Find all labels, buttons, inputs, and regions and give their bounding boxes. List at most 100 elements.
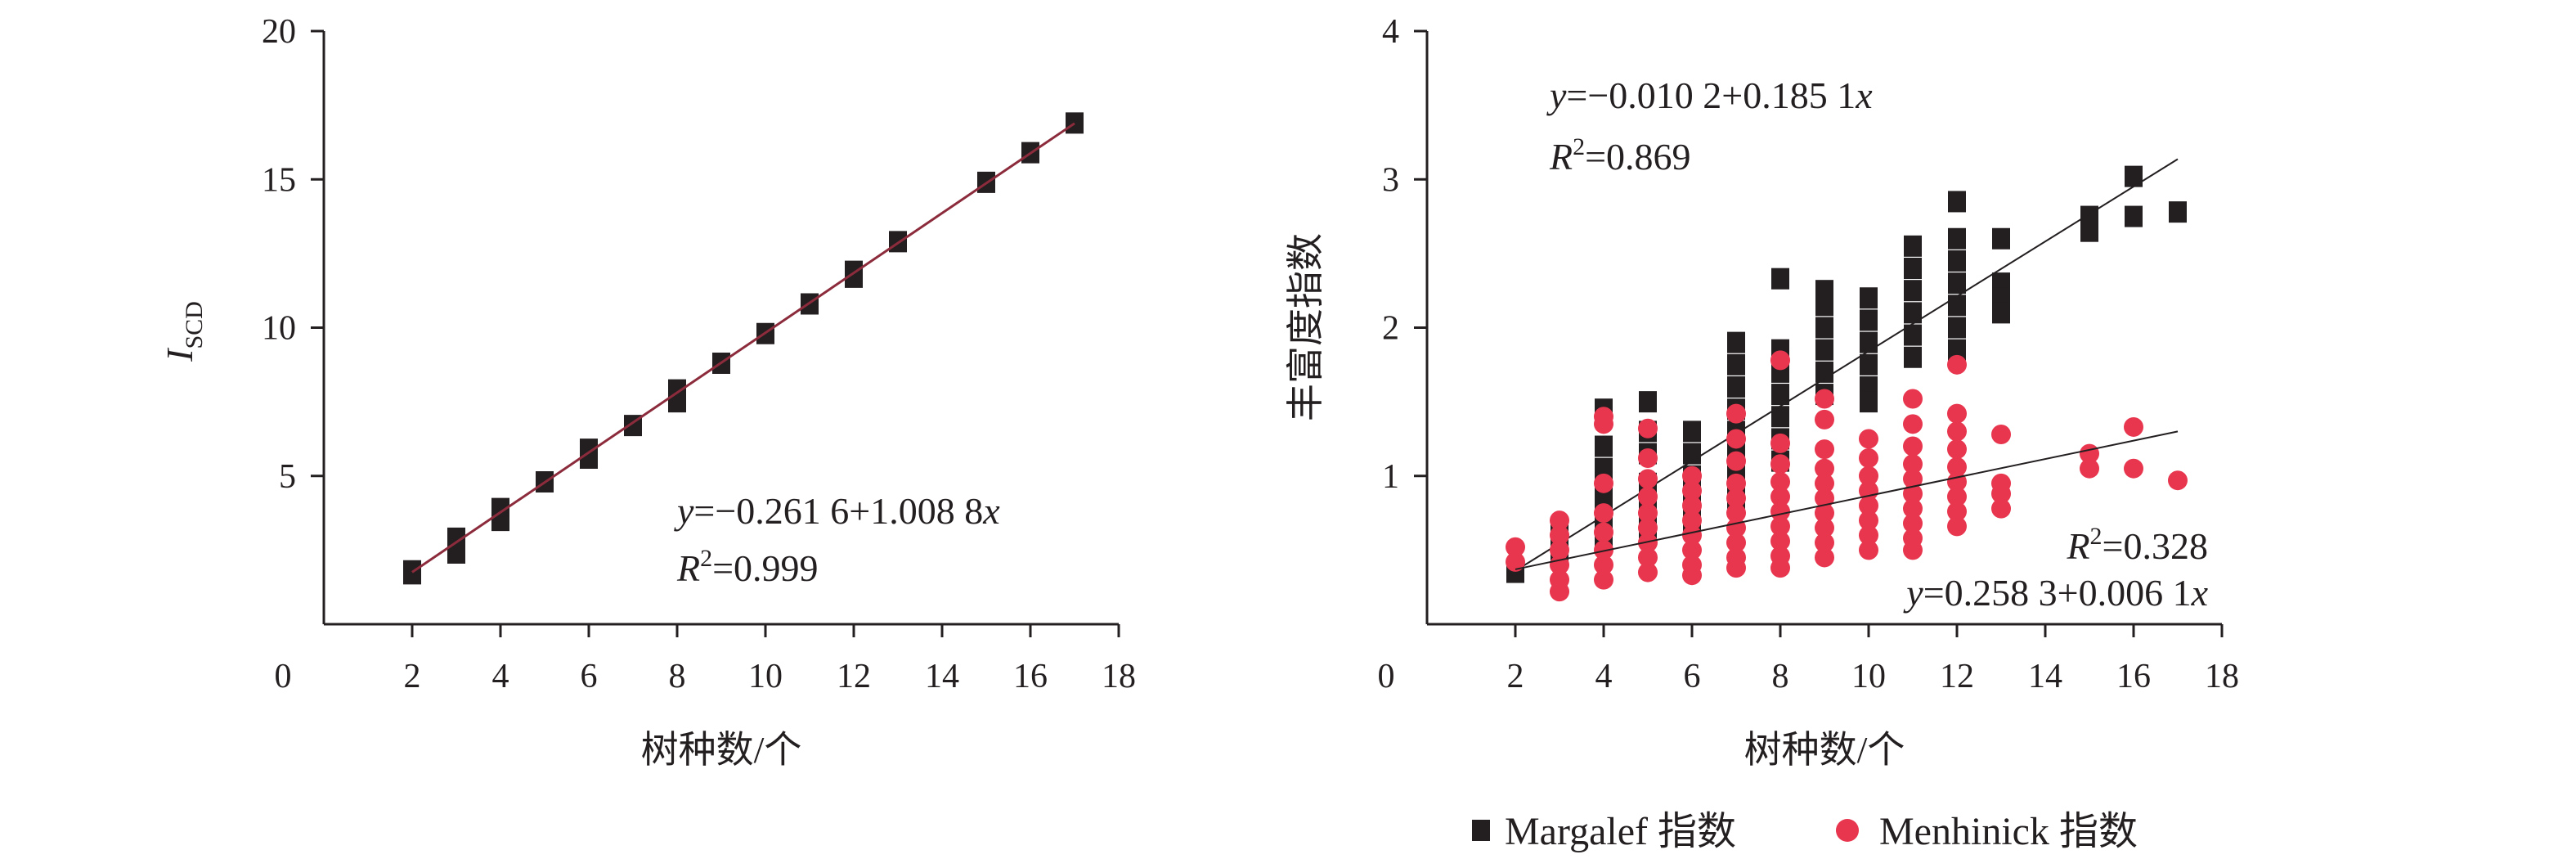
- right-equation-menhinick: y=0.258 3+0.006 1x: [1903, 572, 2208, 614]
- margalef-point: [1771, 384, 1789, 406]
- left-x-tick-label: 18: [1102, 658, 1136, 695]
- margalef-point: [1860, 287, 1878, 309]
- margalef-point: [1948, 295, 1966, 317]
- menhinick-point: [1726, 403, 1746, 424]
- left-equation: y=−0.261 6+1.008 8x: [674, 490, 1000, 532]
- right-y-tick-label: 1: [1382, 458, 1399, 496]
- margalef-point: [2125, 205, 2143, 227]
- menhinick-point: [1638, 469, 1658, 489]
- menhinick-point: [1991, 498, 2011, 519]
- menhinick-point: [1726, 488, 1746, 508]
- right-y-tick-label: 3: [1382, 161, 1399, 199]
- menhinick-point: [1682, 465, 1702, 486]
- menhinick-point: [1594, 555, 1613, 575]
- left-x-tick-label: 6: [581, 658, 598, 695]
- margalef-point: [1904, 235, 1922, 257]
- margalef-point: [1860, 309, 1878, 331]
- left-y-tick-label: 15: [262, 161, 296, 199]
- menhinick-point: [1815, 503, 1834, 524]
- margalef-point: [1860, 331, 1878, 353]
- left-y-tick-label: 5: [279, 458, 296, 496]
- menhinick-point: [1903, 498, 1923, 519]
- legend-marker-margalef: [1472, 820, 1490, 841]
- margalef-point: [1948, 272, 1966, 295]
- menhinick-point: [1859, 429, 1878, 449]
- menhinick-point: [1682, 480, 1702, 501]
- menhinick-point: [1506, 537, 1525, 557]
- margalef-point: [1948, 227, 1966, 250]
- menhinick-point: [1638, 448, 1658, 468]
- menhinick-point: [1550, 555, 1569, 575]
- left-x-tick-label: 12: [837, 658, 871, 695]
- right-r2-menhinick: R2=0.328: [2066, 523, 2208, 567]
- menhinick-point: [1859, 496, 1878, 515]
- margalef-point: [1904, 258, 1922, 279]
- right-x-axis-title: 树种数/个: [1744, 729, 1905, 771]
- right-x-tick-label: 6: [1684, 658, 1701, 695]
- iscd-point: [668, 391, 686, 413]
- margalef-point: [1727, 376, 1745, 398]
- menhinick-point: [1682, 496, 1702, 515]
- menhinick-point: [1638, 547, 1658, 568]
- menhinick-point: [1947, 516, 1967, 537]
- menhinick-point: [1991, 425, 2011, 444]
- menhinick-point: [1638, 518, 1658, 538]
- menhinick-point: [1859, 540, 1878, 560]
- margalef-point: [1815, 295, 1833, 317]
- menhinick-point: [1770, 516, 1790, 537]
- svg-text:ISCD: ISCD: [159, 301, 208, 362]
- menhinick-point: [1903, 469, 1923, 489]
- left-x-tick-label: 10: [748, 658, 783, 695]
- margalef-point: [1639, 391, 1657, 413]
- legend: Margalef 指数 Menhinick 指数: [1472, 810, 2138, 853]
- menhinick-point: [1726, 503, 1746, 524]
- menhinick-point: [2124, 458, 2143, 479]
- menhinick-point: [1594, 503, 1613, 524]
- menhinick-point: [1947, 403, 1967, 424]
- menhinick-point: [1947, 354, 1967, 375]
- margalef-point: [1815, 339, 1833, 361]
- menhinick-point: [1770, 487, 1790, 507]
- menhinick-point: [1815, 409, 1834, 430]
- right-y-tick-label: 4: [1382, 13, 1399, 51]
- menhinick-point: [1682, 540, 1702, 560]
- menhinick-point: [1726, 429, 1746, 449]
- menhinick-point: [1947, 501, 1967, 522]
- menhinick-point: [1859, 525, 1878, 546]
- menhinick-point: [1903, 414, 1923, 434]
- legend-label-margalef: Margalef 指数: [1505, 810, 1736, 853]
- menhinick-point: [1815, 547, 1834, 568]
- margalef-point: [1860, 391, 1878, 413]
- menhinick-point: [1682, 525, 1702, 546]
- menhinick-point: [1550, 582, 1569, 602]
- menhinick-point: [1638, 418, 1658, 438]
- menhinick-point: [1815, 533, 1834, 553]
- left-chart: 2 4 6 8 10 12 14 16 18 5 10 15 20 0 树种数/个 ISCD y=−0.…: [159, 13, 1136, 771]
- margalef-point: [2080, 220, 2098, 242]
- menhinick-point: [1682, 565, 1702, 586]
- menhinick-point: [1550, 540, 1569, 560]
- menhinick-point: [1815, 439, 1834, 460]
- iscd-fit-line: [411, 122, 1075, 573]
- menhinick-point: [1991, 483, 2011, 504]
- menhinick-point: [1947, 487, 1967, 507]
- menhinick-point: [1770, 454, 1790, 474]
- right-equation-margalef: y=−0.010 2+0.185 1x: [1546, 74, 1873, 116]
- menhinick-point: [1726, 558, 1746, 578]
- right-x-tick-label: 18: [2205, 658, 2239, 695]
- right-y-axis-title: 丰富度指数: [1285, 233, 1326, 421]
- menhinick-point: [1594, 569, 1613, 590]
- margalef-point: [1683, 421, 1701, 443]
- right-marks: [1506, 158, 2188, 602]
- right-x-tick-label: 4: [1595, 658, 1613, 695]
- margalef-point: [1815, 361, 1833, 383]
- menhinick-point: [1903, 513, 1923, 533]
- menhinick-point: [1903, 454, 1923, 474]
- margalef-point: [2169, 201, 2187, 223]
- margalef-point: [1948, 339, 1966, 361]
- left-origin-label: 0: [275, 658, 292, 695]
- left-x-tick-label: 2: [404, 658, 421, 695]
- right-origin-label: 0: [1378, 658, 1395, 695]
